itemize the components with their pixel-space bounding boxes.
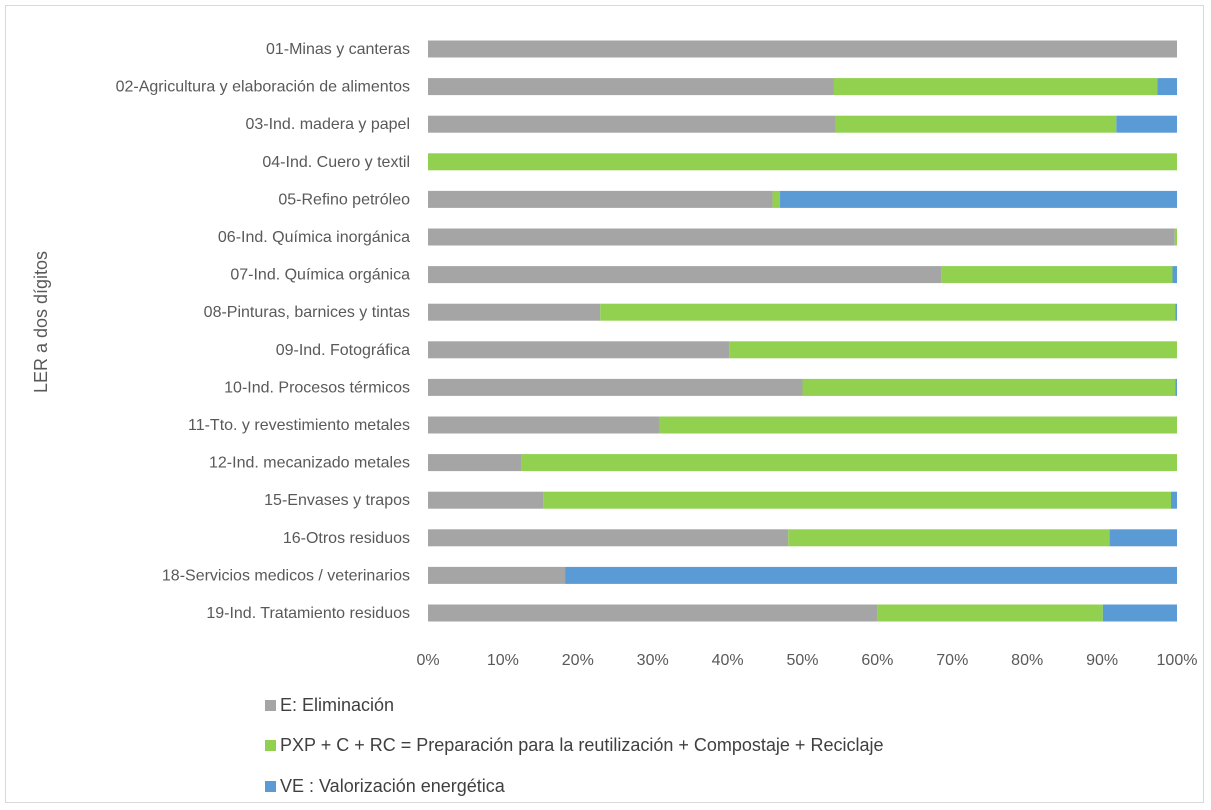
chart-frame (5, 5, 1204, 803)
x-tick-label: 0% (416, 652, 439, 669)
category-label: 15-Envases y trapos (264, 492, 410, 509)
legend-swatch (265, 740, 276, 751)
x-tick-label: 100% (1157, 652, 1198, 669)
bar-segment-series-1 (772, 190, 781, 208)
category-label: 08-Pinturas, barnices y tintas (204, 304, 410, 321)
bar-segment-series-1 (1174, 228, 1177, 246)
x-tick-label: 40% (712, 652, 744, 669)
bar-segment-series-2 (1171, 491, 1177, 509)
x-tick-label: 80% (1011, 652, 1043, 669)
x-tick-label: 90% (1086, 652, 1118, 669)
x-tick-label: 70% (936, 652, 968, 669)
bar-segment-series-0 (428, 454, 522, 472)
bar-segment-series-2 (1172, 266, 1177, 284)
legend-swatch (265, 781, 276, 792)
bar-segment-series-1 (729, 341, 1177, 359)
bar-segment-series-0 (428, 341, 730, 359)
category-label: 18-Servicios medicos / veterinarios (162, 567, 410, 584)
legend-swatch (265, 700, 276, 711)
category-label: 04-Ind. Cuero y textil (262, 154, 410, 171)
bar-segment-series-0 (428, 566, 566, 584)
legend-item: VE : Valorización energética (265, 776, 505, 797)
category-label: 06-Ind. Química inorgánica (218, 229, 410, 246)
category-label: 02-Agricultura y elaboración de alimento… (116, 79, 410, 96)
bar-segment-series-1 (802, 378, 1176, 396)
bar-segment-series-0 (428, 529, 789, 547)
bar-segment-series-2 (1175, 378, 1177, 396)
bar-segment-series-0 (428, 78, 834, 96)
category-label: 16-Otros residuos (283, 530, 410, 547)
x-tick-label: 30% (637, 652, 669, 669)
y-axis-label: LER a dos dígitos (31, 251, 51, 393)
bar-segment-series-1 (877, 604, 1103, 622)
bar-segment-series-1 (659, 416, 1177, 434)
bar-segment-series-2 (565, 566, 1177, 584)
bar-segment-series-2 (780, 190, 1177, 208)
category-label: 05-Refino petróleo (278, 191, 410, 208)
bar-segment-series-1 (788, 529, 1110, 547)
bar-segment-series-2 (1157, 78, 1177, 96)
legend-label: VE : Valorización energética (280, 776, 505, 796)
bar-segment-series-1 (428, 153, 1177, 171)
bar-segment-series-0 (428, 491, 544, 509)
category-label: 03-Ind. madera y papel (245, 116, 410, 133)
bar-segment-series-0 (428, 190, 773, 208)
x-tick-label: 50% (786, 652, 818, 669)
category-label: 19-Ind. Tratamiento residuos (206, 605, 410, 622)
bar-segment-series-2 (1116, 115, 1177, 133)
bar-segment-series-0 (428, 115, 836, 133)
bar-segment-series-2 (1109, 529, 1177, 547)
bar-segment-series-0 (428, 266, 942, 284)
bar-segment-series-2 (1102, 604, 1177, 622)
category-label: 07-Ind. Química orgánica (230, 267, 410, 284)
bar-segment-series-0 (428, 416, 660, 434)
x-tick-label: 60% (861, 652, 893, 669)
legend-label: E: Eliminación (280, 695, 395, 715)
bar-segment-series-0 (428, 604, 878, 622)
category-label: 12-Ind. mecanizado metales (209, 455, 410, 472)
legend-label: PXP + C + RC = Preparación para la reuti… (280, 735, 884, 755)
x-tick-label: 10% (487, 652, 519, 669)
category-label: 01-Minas y canteras (266, 41, 410, 58)
bar-segment-series-1 (835, 115, 1117, 133)
bar-segment-series-0 (428, 40, 1177, 58)
bar-segment-series-1 (600, 303, 1176, 321)
x-tick-label: 20% (562, 652, 594, 669)
category-label: 10-Ind. Procesos térmicos (224, 379, 410, 396)
bar-segment-series-1 (543, 491, 1172, 509)
bar-segment-series-0 (428, 378, 803, 396)
category-label: 11-Tto. y revestimiento metales (188, 417, 410, 434)
bar-segment-series-0 (428, 303, 601, 321)
legend-item: E: Eliminación (265, 695, 394, 716)
bar-segment-series-1 (833, 78, 1158, 96)
bar-segment-series-0 (428, 228, 1175, 246)
bar-segment-series-2 (1175, 303, 1177, 321)
category-label: 09-Ind. Fotográfica (276, 342, 410, 359)
bar-segment-series-1 (521, 454, 1177, 472)
legend-item: PXP + C + RC = Preparación para la reuti… (265, 735, 883, 756)
bar-segment-series-1 (941, 266, 1173, 284)
